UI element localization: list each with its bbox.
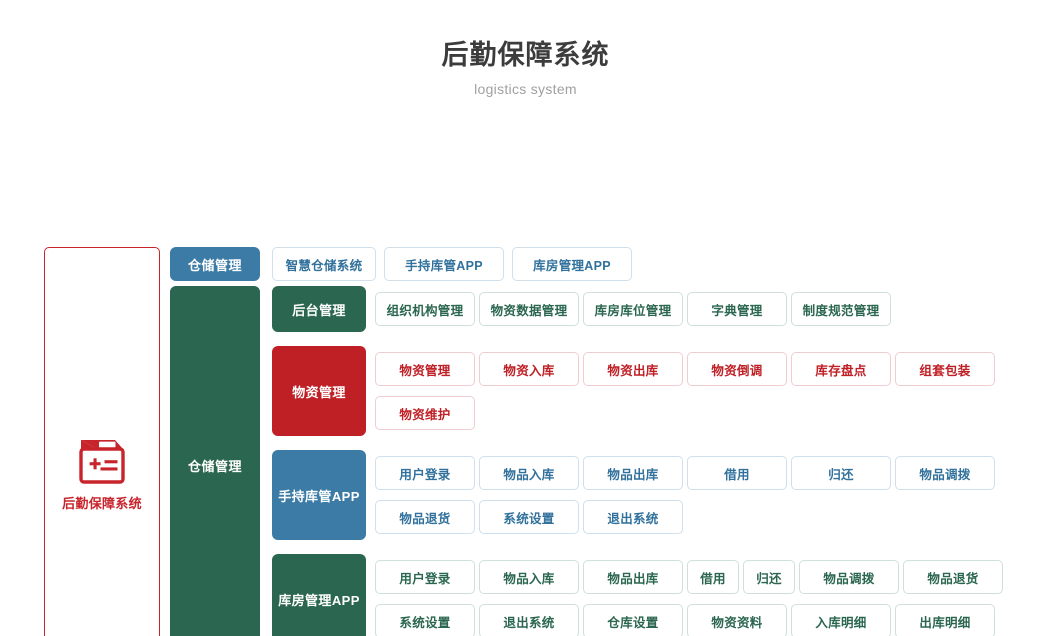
root-node-label: 后勤保障系统 bbox=[62, 495, 142, 511]
node-%E7%BB%84%E7%BB%87%E6%9C%BA%E6%9E%84%E7%AE%A1%E7%90%86-r000-label: 组织机构管理 bbox=[386, 303, 464, 318]
node-%E7%89%A9%E5%93%81%E5%85%A5%E5%BA%93-r201[interactable]: 物品入库 bbox=[479, 456, 579, 490]
node-%E5%BA%93%E6%88%BF%E7%AE%A1%E7%90%86APP[interactable]: 库房管理APP bbox=[512, 247, 632, 281]
node-%E7%94%A8%E6%88%B7%E7%99%BB%E5%BD%95-r200-label: 用户登录 bbox=[399, 467, 451, 482]
node-%E7%89%A9%E8%B5%84%E7%AE%A1%E7%90%86-group[interactable]: 物资管理 bbox=[272, 346, 366, 436]
node-%E5%BD%92%E8%BF%98-r304[interactable]: 归还 bbox=[743, 560, 795, 594]
node-%E7%89%A9%E5%93%81%E5%87%BA%E5%BA%93-r202[interactable]: 物品出库 bbox=[583, 456, 683, 490]
node-%E6%89%8B%E6%8C%81%E5%BA%93%E7%AE%A1APP-group-label: 手持库管APP bbox=[278, 488, 360, 504]
node-%E7%89%A9%E5%93%81%E8%B0%83%E6%8B%A8-r205[interactable]: 物品调拨 bbox=[895, 456, 995, 490]
node-%E7%89%A9%E8%B5%84%E5%80%92%E8%B0%83-r103[interactable]: 物资倒调 bbox=[687, 352, 787, 386]
node-%E7%89%A9%E5%93%81%E9%80%80%E8%B4%A7-r210[interactable]: 物品退货 bbox=[375, 500, 475, 534]
node-%E5%BD%92%E8%BF%98-r304-label: 归还 bbox=[756, 571, 782, 586]
node-%E5%BA%93%E6%88%BF%E7%AE%A1%E7%90%86APP-label: 库房管理APP bbox=[533, 258, 611, 273]
page-title: 后勤保障系统 bbox=[441, 40, 610, 70]
node-%E5%AD%97%E5%85%B8%E7%AE%A1%E7%90%86-r003-label: 字典管理 bbox=[711, 303, 763, 318]
node-%E5%85%A5%E5%BA%93%E6%98%8E%E7%BB%86-r314-label: 入库明细 bbox=[815, 615, 867, 630]
node-%E5%90%8E%E5%8F%B0%E7%AE%A1%E7%90%86-group[interactable]: 后台管理 bbox=[272, 286, 366, 332]
page-subtitle: logistics system bbox=[474, 81, 577, 97]
node-%E7%B3%BB%E7%BB%9F%E8%AE%BE%E7%BD%AE-r310[interactable]: 系统设置 bbox=[375, 604, 475, 636]
node-%E7%89%A9%E5%93%81%E5%87%BA%E5%BA%93-r302-label: 物品出库 bbox=[607, 571, 659, 586]
node-%E7%89%A9%E8%B5%84%E7%BB%B4%E6%8A%A4-r110-label: 物资维护 bbox=[399, 407, 451, 422]
node-%E7%89%A9%E8%B5%84%E5%85%A5%E5%BA%93-r101-label: 物资入库 bbox=[503, 363, 555, 378]
node-%E7%B3%BB%E7%BB%9F%E8%AE%BE%E7%BD%AE-r310-label: 系统设置 bbox=[399, 615, 451, 630]
node-%E5%87%BA%E5%BA%93%E6%98%8E%E7%BB%86-r315-label: 出库明细 bbox=[919, 615, 971, 630]
node-%E4%BB%93%E5%BA%93%E8%AE%BE%E7%BD%AE-r312-label: 仓库设置 bbox=[607, 615, 659, 630]
node-%E5%BA%93%E6%88%BF%E7%AE%A1%E7%90%86APP-group[interactable]: 库房管理APP bbox=[272, 554, 366, 636]
node-%E9%80%80%E5%87%BA%E7%B3%BB%E7%BB%9F-r212-label: 退出系统 bbox=[607, 511, 659, 526]
node-%E7%89%A9%E8%B5%84%E7%AE%A1%E7%90%86-r100[interactable]: 物资管理 bbox=[375, 352, 475, 386]
node-%E5%BA%93%E6%88%BF%E5%BA%93%E4%BD%8D%E7%AE%A1%E7%90%86-r002[interactable]: 库房库位管理 bbox=[583, 292, 683, 326]
node-%E7%89%A9%E5%93%81%E8%B0%83%E6%8B%A8-r305-label: 物品调拨 bbox=[823, 571, 875, 586]
node-%E7%89%A9%E5%93%81%E5%87%BA%E5%BA%93-r302[interactable]: 物品出库 bbox=[583, 560, 683, 594]
node-%E4%BB%93%E5%82%A8%E7%AE%A1%E7%90%86-spine[interactable]: 仓储管理 bbox=[170, 286, 260, 636]
node-%E7%89%A9%E5%93%81%E5%85%A5%E5%BA%93-r301[interactable]: 物品入库 bbox=[479, 560, 579, 594]
node-%E5%AD%97%E5%85%B8%E7%AE%A1%E7%90%86-r003[interactable]: 字典管理 bbox=[687, 292, 787, 326]
node-%E4%BB%93%E5%82%A8%E7%AE%A1%E7%90%86-header[interactable]: 仓储管理 bbox=[170, 247, 260, 281]
node-%E7%89%A9%E5%93%81%E9%80%80%E8%B4%A7-r306-label: 物品退货 bbox=[927, 571, 979, 586]
node-%E7%89%A9%E8%B5%84%E5%80%92%E8%B0%83-r103-label: 物资倒调 bbox=[711, 363, 763, 378]
node-%E6%99%BA%E6%85%A7%E4%BB%93%E5%82%A8%E7%B3%BB%E7%BB%9F-label: 智慧仓储系统 bbox=[285, 258, 363, 273]
node-%E7%89%A9%E8%B5%84%E8%B5%84%E6%96%99-r313-label: 物资资料 bbox=[711, 615, 763, 630]
node-%E7%89%A9%E5%93%81%E5%85%A5%E5%BA%93-r301-label: 物品入库 bbox=[503, 571, 555, 586]
node-%E5%BD%92%E8%BF%98-r204[interactable]: 归还 bbox=[791, 456, 891, 490]
node-%E5%88%B6%E5%BA%A6%E8%A7%84%E8%8C%83%E7%AE%A1%E7%90%86-r004-label: 制度规范管理 bbox=[802, 303, 880, 318]
node-%E7%BB%84%E7%BB%87%E6%9C%BA%E6%9E%84%E7%AE%A1%E7%90%86-r000[interactable]: 组织机构管理 bbox=[375, 292, 475, 326]
node-%E7%89%A9%E5%93%81%E8%B0%83%E6%8B%A8-r205-label: 物品调拨 bbox=[919, 467, 971, 482]
node-%E7%89%A9%E8%B5%84%E7%AE%A1%E7%90%86-group-label: 物资管理 bbox=[292, 384, 346, 400]
node-%E5%BA%93%E6%88%BF%E7%AE%A1%E7%90%86APP-group-label: 库房管理APP bbox=[278, 592, 360, 608]
org-chart-board: 后勤保障系统 仓储管理 智慧仓储系统 手持库管APP 库房管理APP 后台管理 组织机构管… bbox=[0, 116, 1051, 636]
node-%E5%BA%93%E6%88%BF%E5%BA%93%E4%BD%8D%E7%AE%A1%E7%90%86-r002-label: 库房库位管理 bbox=[594, 303, 672, 318]
node-%E4%BB%93%E5%82%A8%E7%AE%A1%E7%90%86-spine-label: 仓储管理 bbox=[187, 458, 242, 474]
node-%E7%89%A9%E8%B5%84%E7%AE%A1%E7%90%86-r100-label: 物资管理 bbox=[399, 363, 451, 378]
node-%E7%89%A9%E8%B5%84%E5%87%BA%E5%BA%93-r102-label: 物资出库 bbox=[607, 363, 659, 378]
node-%E7%89%A9%E8%B5%84%E5%87%BA%E5%BA%93-r102[interactable]: 物资出库 bbox=[583, 352, 683, 386]
node-%E6%99%BA%E6%85%A7%E4%BB%93%E5%82%A8%E7%B3%BB%E7%BB%9F[interactable]: 智慧仓储系统 bbox=[272, 247, 376, 281]
root-node-logistics-system[interactable]: 后勤保障系统 bbox=[44, 247, 160, 636]
node-%E5%80%9F%E7%94%A8-r303-label: 借用 bbox=[700, 571, 726, 586]
node-%E7%89%A9%E5%93%81%E9%80%80%E8%B4%A7-r210-label: 物品退货 bbox=[399, 511, 451, 526]
node-%E7%94%A8%E6%88%B7%E7%99%BB%E5%BD%95-r300[interactable]: 用户登录 bbox=[375, 560, 475, 594]
node-%E7%89%A9%E5%93%81%E9%80%80%E8%B4%A7-r306[interactable]: 物品退货 bbox=[903, 560, 1003, 594]
node-%E6%89%8B%E6%8C%81%E5%BA%93%E7%AE%A1APP-label: 手持库管APP bbox=[405, 258, 483, 273]
node-%E9%80%80%E5%87%BA%E7%B3%BB%E7%BB%9F-r311[interactable]: 退出系统 bbox=[479, 604, 579, 636]
node-%E5%BD%92%E8%BF%98-r204-label: 归还 bbox=[828, 467, 854, 482]
node-%E5%80%9F%E7%94%A8-r203-label: 借用 bbox=[724, 467, 750, 482]
node-%E5%BA%93%E5%AD%98%E7%9B%98%E7%82%B9-r104-label: 库存盘点 bbox=[815, 363, 867, 378]
node-%E5%90%8E%E5%8F%B0%E7%AE%A1%E7%90%86-group-label: 后台管理 bbox=[292, 302, 346, 318]
node-%E5%87%BA%E5%BA%93%E6%98%8E%E7%BB%86-r315[interactable]: 出库明细 bbox=[895, 604, 995, 636]
node-%E7%B3%BB%E7%BB%9F%E8%AE%BE%E7%BD%AE-r211-label: 系统设置 bbox=[503, 511, 555, 526]
node-%E7%89%A9%E8%B5%84%E7%BB%B4%E6%8A%A4-r110[interactable]: 物资维护 bbox=[375, 396, 475, 430]
node-%E5%BA%93%E5%AD%98%E7%9B%98%E7%82%B9-r104[interactable]: 库存盘点 bbox=[791, 352, 891, 386]
node-%E7%89%A9%E8%B5%84%E5%85%A5%E5%BA%93-r101[interactable]: 物资入库 bbox=[479, 352, 579, 386]
node-%E7%89%A9%E5%93%81%E8%B0%83%E6%8B%A8-r305[interactable]: 物品调拨 bbox=[799, 560, 899, 594]
node-%E6%89%8B%E6%8C%81%E5%BA%93%E7%AE%A1APP-group[interactable]: 手持库管APP bbox=[272, 450, 366, 540]
node-%E6%89%8B%E6%8C%81%E5%BA%93%E7%AE%A1APP[interactable]: 手持库管APP bbox=[384, 247, 504, 281]
node-%E7%89%A9%E8%B5%84%E6%95%B0%E6%8D%AE%E7%AE%A1%E7%90%86-r001-label: 物资数据管理 bbox=[490, 303, 568, 318]
node-%E7%89%A9%E5%93%81%E5%87%BA%E5%BA%93-r202-label: 物品出库 bbox=[607, 467, 659, 482]
node-%E7%B3%BB%E7%BB%9F%E8%AE%BE%E7%BD%AE-r211[interactable]: 系统设置 bbox=[479, 500, 579, 534]
node-%E5%80%9F%E7%94%A8-r203[interactable]: 借用 bbox=[687, 456, 787, 490]
node-%E7%89%A9%E8%B5%84%E6%95%B0%E6%8D%AE%E7%AE%A1%E7%90%86-r001[interactable]: 物资数据管理 bbox=[479, 292, 579, 326]
node-%E7%94%A8%E6%88%B7%E7%99%BB%E5%BD%95-r300-label: 用户登录 bbox=[399, 571, 451, 586]
node-%E7%BB%84%E5%A5%97%E5%8C%85%E8%A3%85-r105[interactable]: 组套包装 bbox=[895, 352, 995, 386]
node-%E4%BB%93%E5%BA%93%E8%AE%BE%E7%BD%AE-r312[interactable]: 仓库设置 bbox=[583, 604, 683, 636]
node-%E7%94%A8%E6%88%B7%E7%99%BB%E5%BD%95-r200[interactable]: 用户登录 bbox=[375, 456, 475, 490]
node-%E9%80%80%E5%87%BA%E7%B3%BB%E7%BB%9F-r212[interactable]: 退出系统 bbox=[583, 500, 683, 534]
node-%E5%80%9F%E7%94%A8-r303[interactable]: 借用 bbox=[687, 560, 739, 594]
node-%E7%89%A9%E5%93%81%E5%85%A5%E5%BA%93-r201-label: 物品入库 bbox=[503, 467, 555, 482]
supply-box-icon bbox=[79, 439, 125, 484]
page-header: 后勤保障系统 logistics system bbox=[0, 0, 1051, 98]
node-%E5%88%B6%E5%BA%A6%E8%A7%84%E8%8C%83%E7%AE%A1%E7%90%86-r004[interactable]: 制度规范管理 bbox=[791, 292, 891, 326]
node-%E7%BB%84%E5%A5%97%E5%8C%85%E8%A3%85-r105-label: 组套包装 bbox=[919, 363, 971, 378]
node-%E9%80%80%E5%87%BA%E7%B3%BB%E7%BB%9F-r311-label: 退出系统 bbox=[503, 615, 555, 630]
node-%E5%85%A5%E5%BA%93%E6%98%8E%E7%BB%86-r314[interactable]: 入库明细 bbox=[791, 604, 891, 636]
node-%E7%89%A9%E8%B5%84%E8%B5%84%E6%96%99-r313[interactable]: 物资资料 bbox=[687, 604, 787, 636]
node-%E4%BB%93%E5%82%A8%E7%AE%A1%E7%90%86-header-label: 仓储管理 bbox=[187, 257, 242, 273]
